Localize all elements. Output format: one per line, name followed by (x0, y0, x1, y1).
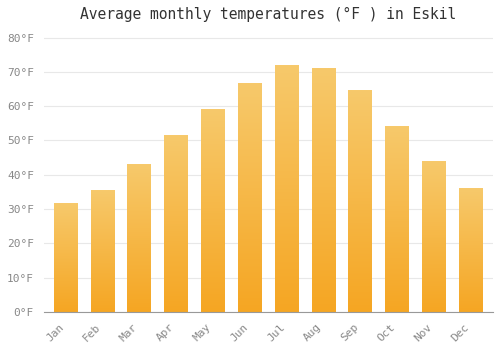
Title: Average monthly temperatures (°F ) in Eskil: Average monthly temperatures (°F ) in Es… (80, 7, 456, 22)
